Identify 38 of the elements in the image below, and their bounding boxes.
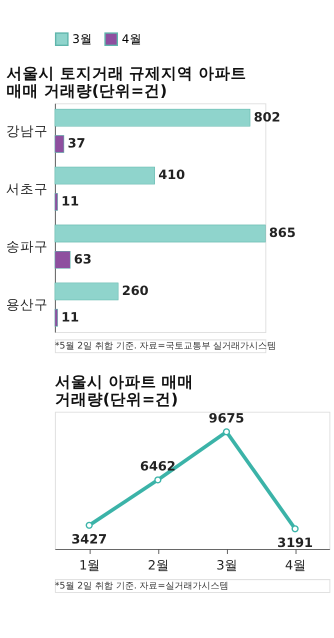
- bar: [54, 193, 58, 211]
- bar: [54, 135, 64, 153]
- x-tick-label: 1월: [79, 558, 100, 574]
- data-label: 260: [122, 284, 149, 300]
- bar: [54, 224, 266, 242]
- chart-title: 서울시 토지거래 규제지역 아파트 매매 거래량(단위=건): [6, 64, 247, 100]
- y-tick-label: 송파구: [6, 239, 48, 256]
- bar: [54, 166, 155, 184]
- legend-label: 3월: [72, 32, 92, 46]
- data-label: 3427: [71, 532, 108, 548]
- text: *5월 2일 취합 기준. 자료=실거래가시스템: [54, 581, 228, 592]
- data-label: 410: [158, 168, 186, 184]
- bar: [54, 282, 118, 300]
- data-label: 865: [269, 226, 296, 242]
- chart-title: 서울시 아파트 매매 거래량(단위=건): [54, 372, 194, 408]
- data-label: 11: [61, 310, 80, 326]
- x-tick-label: 4월: [284, 558, 306, 574]
- point: [86, 522, 93, 529]
- y-tick-label: 용산구: [6, 297, 48, 314]
- data-label: 11: [61, 194, 80, 210]
- bar: [54, 308, 58, 327]
- legend-label: 4월: [122, 32, 142, 46]
- data-label: 6462: [140, 460, 176, 475]
- x-tick-label: 2월: [148, 558, 169, 574]
- y-tick-label: 강남구: [6, 123, 48, 140]
- text: *5월 2일 취합 기준. 자료=국토교통부 실거래가시스템: [54, 342, 276, 352]
- point: [154, 476, 162, 484]
- data-label: 802: [254, 110, 280, 126]
- point: [292, 525, 299, 532]
- data-label: 63: [74, 252, 92, 268]
- x-tick-label: 3월: [216, 558, 238, 574]
- bar: [54, 108, 250, 126]
- y-tick-label: 서초구: [6, 181, 48, 198]
- data-label: 3191: [277, 536, 314, 552]
- data-label: 9675: [208, 412, 244, 427]
- data-label: 37: [68, 136, 86, 152]
- bar: [54, 250, 71, 269]
- point: [222, 428, 230, 436]
